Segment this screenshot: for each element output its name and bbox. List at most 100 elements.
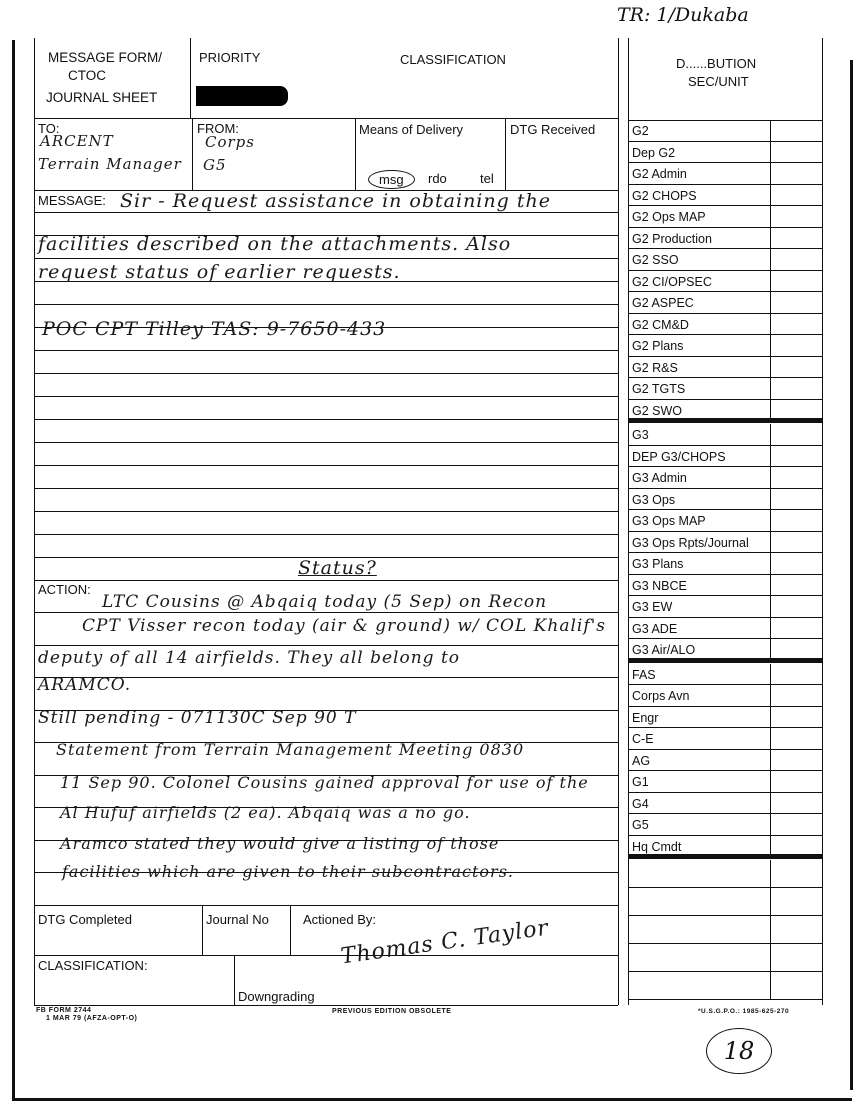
distribution-check-cell[interactable] — [770, 335, 771, 356]
form-title-line3: JOURNAL SHEET — [46, 90, 158, 105]
divider — [234, 955, 235, 1005]
action-line: Aramco stated they would give a listing … — [60, 834, 500, 853]
distribution-check-cell[interactable] — [770, 292, 771, 313]
journal-no-label: Journal No — [206, 912, 269, 927]
divider — [190, 38, 191, 118]
action-line: facilities which are given to their subc… — [62, 862, 514, 881]
distribution-check-cell[interactable] — [770, 270, 771, 291]
distribution-check-cell[interactable] — [770, 249, 771, 270]
form-title-line1: MESSAGE FORM/ — [48, 50, 163, 65]
distribution-row: G3 Ops MAP — [628, 510, 822, 532]
distribution-check-cell[interactable] — [770, 685, 771, 706]
distribution-check-cell[interactable] — [770, 771, 771, 792]
distribution-unit-label: DEP G3/CHOPS — [632, 449, 726, 464]
distribution-unit-label: G3 Ops MAP — [632, 514, 706, 528]
distribution-check-cell[interactable] — [770, 574, 771, 595]
distribution-check-cell[interactable] — [770, 378, 771, 399]
distribution-check-cell[interactable] — [770, 467, 771, 488]
distribution-check-cell[interactable] — [770, 944, 771, 971]
distribution-unit-label: G2 Plans — [632, 339, 684, 353]
distribution-row: G2 Plans — [628, 335, 822, 357]
distribution-check-cell[interactable] — [770, 120, 771, 141]
distribution-check-cell[interactable] — [770, 227, 771, 248]
ruled-line — [34, 534, 618, 535]
action-line: Statement from Terrain Management Meetin… — [56, 740, 525, 759]
distribution-unit-label: G3 Ops — [632, 492, 676, 507]
classification-field-label: CLASSIFICATION: — [38, 958, 148, 973]
distribution-unit-label: G2 TGTS — [632, 382, 686, 396]
distribution-check-cell[interactable] — [770, 163, 771, 184]
distribution-unit-label: G3 NBCE — [632, 578, 687, 593]
ruled-line — [34, 511, 618, 512]
distribution-row: G3 NBCE — [628, 574, 822, 596]
distribution-unit-label: G4 — [632, 796, 649, 811]
ruled-line — [34, 488, 618, 489]
dtg-completed-label: DTG Completed — [38, 912, 132, 927]
distribution-check-cell[interactable] — [770, 488, 771, 509]
distribution-check-cell[interactable] — [770, 835, 771, 856]
distribution-check-cell[interactable] — [770, 510, 771, 531]
distribution-check-cell[interactable] — [770, 596, 771, 617]
top-annotation: TR: 1/Dukaba — [617, 4, 749, 26]
distribution-row: G2 Admin — [628, 163, 822, 185]
distribution-check-cell[interactable] — [770, 728, 771, 749]
distribution-check-cell[interactable] — [770, 860, 771, 887]
distribution-unit-label: FAS — [632, 667, 656, 682]
distribution-check-cell[interactable] — [770, 617, 771, 638]
distribution-row: G2 CM&D — [628, 313, 822, 335]
redaction-block — [196, 86, 288, 106]
distribution-check-cell[interactable] — [770, 531, 771, 552]
distribution-blank-row — [628, 944, 822, 972]
distribution-check-cell[interactable] — [770, 916, 771, 943]
distribution-check-cell[interactable] — [770, 356, 771, 377]
actioned-by-label: Actioned By: — [303, 912, 376, 927]
distribution-check-cell[interactable] — [770, 399, 771, 420]
means-option-rdo[interactable]: rdo — [428, 171, 447, 186]
distribution-unit-label: G3 Ops Rpts/Journal — [632, 535, 749, 550]
distribution-row: G5 — [628, 814, 822, 836]
distribution-row: G2 Production — [628, 227, 822, 249]
ruled-line — [34, 281, 618, 282]
distribution-unit-label: G1 — [632, 775, 649, 789]
action-line: deputy of all 14 airfields. They all bel… — [38, 648, 461, 668]
group-separator — [628, 657, 822, 663]
distribution-row: G2 R&S — [628, 356, 822, 378]
distribution-check-cell[interactable] — [770, 313, 771, 334]
distribution-check-cell[interactable] — [770, 424, 771, 445]
distribution-unit-label: AG — [632, 753, 651, 768]
distribution-row: Dep G2 — [628, 141, 822, 163]
form-id-line1: FB FORM 2744 — [36, 1007, 92, 1014]
distribution-blank-row — [628, 916, 822, 944]
distribution-unit-label: G3 Plans — [632, 557, 684, 571]
distribution-check-cell[interactable] — [770, 445, 771, 466]
distribution-check-cell[interactable] — [770, 206, 771, 227]
ruled-line — [34, 373, 618, 374]
distribution-check-cell[interactable] — [770, 639, 771, 660]
distribution-blank-row — [628, 888, 822, 916]
distribution-check-cell[interactable] — [770, 706, 771, 727]
distribution-check-cell[interactable] — [770, 792, 771, 813]
distribution-check-cell[interactable] — [770, 814, 771, 835]
page-edge-right — [850, 60, 853, 1090]
distribution-row: Corps Avn — [628, 685, 822, 707]
distribution-check-cell[interactable] — [770, 663, 771, 684]
distribution-unit-label: Hq Cmdt — [632, 839, 682, 854]
distribution-check-cell[interactable] — [770, 184, 771, 205]
distribution-check-cell[interactable] — [770, 553, 771, 574]
distribution-check-cell[interactable] — [770, 749, 771, 770]
means-option-tel[interactable]: tel — [480, 171, 494, 186]
distribution-check-cell[interactable] — [770, 888, 771, 915]
divider — [34, 955, 618, 956]
action-label: ACTION: — [38, 582, 91, 597]
means-option-msg-selected[interactable]: msg — [368, 170, 415, 189]
distribution-check-cell[interactable] — [770, 141, 771, 162]
message-label: MESSAGE: — [38, 193, 106, 208]
distribution-row: G2 — [628, 120, 822, 142]
action-line: Al Hufuf airfields (2 ea). Abqaiq was a … — [60, 803, 471, 822]
ruled-line — [34, 396, 618, 397]
means-of-delivery-label: Means of Delivery — [359, 122, 464, 137]
distribution-check-cell[interactable] — [770, 972, 771, 999]
divider — [34, 118, 618, 119]
divider — [822, 38, 823, 1005]
